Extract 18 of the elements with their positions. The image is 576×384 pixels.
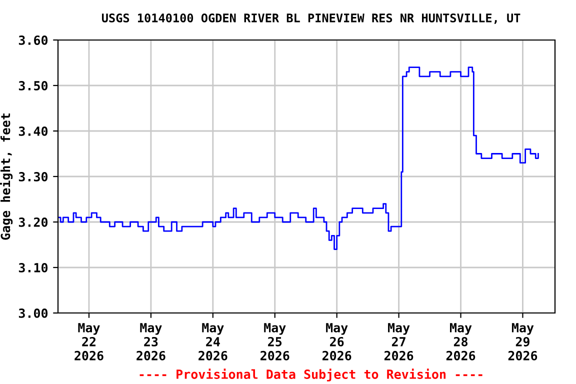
x-tick-label: May 24 2026 xyxy=(198,323,228,360)
x-tick-label: May 26 2026 xyxy=(322,323,352,360)
y-tick-label: 3.10 xyxy=(18,262,48,272)
text: ---- Provisional Data Subject to Revision ---- xyxy=(140,368,482,382)
x-tick-label: May 28 2026 xyxy=(446,323,476,360)
x-tick-label: May 22 2026 xyxy=(74,323,104,360)
x-tick-label: May 25 2026 xyxy=(260,323,290,360)
x-tick-label: May 29 2026 xyxy=(508,323,538,360)
x-tick-label: May 27 2026 xyxy=(384,323,414,360)
y-tick-label: 3.50 xyxy=(18,80,48,90)
y-tick-label: 3.40 xyxy=(18,126,48,136)
y-tick-label: 3.30 xyxy=(18,172,48,182)
y-tick-label: 3.20 xyxy=(18,217,48,227)
chart-title: USGS 10140100 OGDEN RIVER BL PINEVIEW RES NR HUNTSVILLE, UT xyxy=(102,13,520,24)
y-tick-label: 3.00 xyxy=(18,308,48,318)
y-tick-label: 3.60 xyxy=(18,35,48,45)
x-tick-label: May 23 2026 xyxy=(136,323,166,360)
y-axis-title: Gage height, feet xyxy=(0,114,13,240)
